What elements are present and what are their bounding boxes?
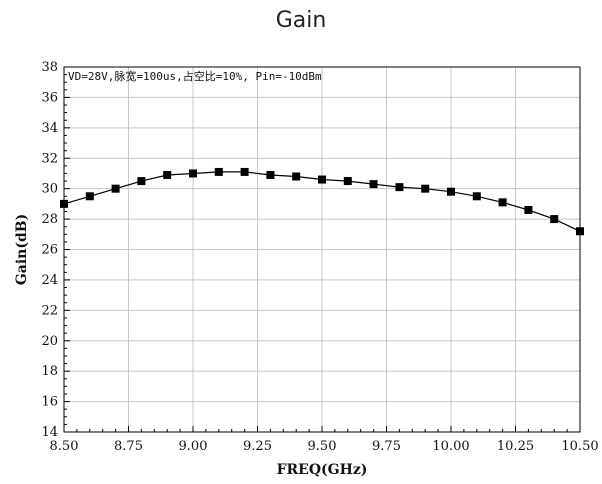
data-point-marker: [214, 167, 223, 176]
data-point-marker: [343, 177, 352, 186]
y-tick-label: 38: [41, 60, 58, 75]
y-tick-label: 34: [41, 121, 58, 136]
x-tick-label: 9.75: [372, 439, 401, 454]
data-point-marker: [85, 192, 94, 201]
chart-annotation: VD=28V,脉宽=100us,占空比=10%, Pin=-10dBm: [68, 69, 322, 83]
data-point-marker: [318, 175, 326, 184]
x-tick-label: 10.25: [497, 439, 534, 454]
y-tick-label: 22: [41, 303, 58, 318]
y-tick-label: 36: [41, 90, 58, 105]
y-tick-label: 14: [41, 425, 58, 440]
x-tick-label: 8.50: [50, 439, 79, 454]
x-tick-label: 9.50: [308, 439, 337, 454]
x-tick-label: 9.25: [243, 439, 272, 454]
y-tick-label: 18: [41, 364, 58, 379]
y-axis-label: Gain(dB): [14, 214, 30, 285]
grid-lines: [63, 66, 581, 433]
y-tick-label: 16: [41, 395, 58, 410]
data-point-marker: [472, 192, 481, 201]
y-tick-label: 24: [41, 273, 58, 288]
y-tick-label: 32: [41, 151, 58, 166]
y-tick-label: 30: [41, 182, 58, 197]
data-point-marker: [524, 205, 533, 214]
data-point-marker: [292, 172, 301, 181]
x-tick-label: 10.50: [561, 439, 598, 454]
data-point-marker: [240, 167, 249, 176]
data-point-marker: [189, 169, 197, 178]
data-point-marker: [550, 215, 559, 224]
data-point-marker: [137, 177, 146, 186]
x-tick-label: 9.00: [179, 439, 208, 454]
data-point-marker: [163, 170, 172, 179]
y-tick-label: 28: [41, 212, 58, 227]
data-point-marker: [369, 180, 378, 189]
data-point-marker: [395, 183, 404, 192]
data-point-marker: [498, 198, 507, 207]
x-tick-label: 10.00: [432, 439, 469, 454]
data-point-marker: [447, 187, 455, 196]
x-axis-label: FREQ(GHz): [277, 462, 368, 478]
data-point-marker: [266, 170, 275, 179]
x-tick-label: 8.75: [114, 439, 143, 454]
chart-title: Gain: [275, 8, 327, 33]
data-point-marker: [421, 184, 430, 193]
y-tick-label: 20: [41, 334, 58, 349]
data-point-marker: [111, 184, 120, 193]
axis-ticks: 8.50 8.75 9.00 9.25 9.50 9.75 10.00 10.25 10.50 1…: [41, 60, 598, 454]
y-tick-label: 26: [41, 243, 58, 258]
